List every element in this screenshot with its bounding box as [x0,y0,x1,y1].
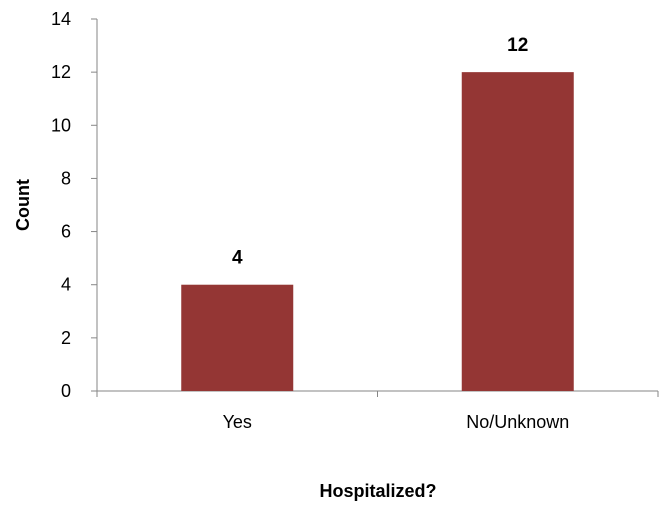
bar-no-unknown [461,72,574,392]
y-tick-label: 12 [51,62,71,82]
y-tick-label: 14 [51,9,71,29]
y-tick-label: 2 [61,328,71,348]
x-tick-label: Yes [223,412,252,432]
x-axis: Yes No/Unknown [96,390,659,432]
bar-yes [181,284,294,391]
y-axis-title: Count [13,179,33,231]
y-tick-label: 6 [61,222,71,242]
y-tick-label: 10 [51,115,71,135]
y-tick-label: 8 [61,168,71,188]
bars [181,72,574,392]
y-axis: 0 2 4 6 8 10 12 14 [51,9,98,401]
x-axis-title: Hospitalized? [319,481,436,501]
y-tick-label: 0 [61,381,71,401]
x-tick-label: No/Unknown [466,412,569,432]
data-labels: 4 12 [232,35,528,269]
bar-data-label: 4 [232,248,243,269]
y-tick-label: 4 [61,275,71,295]
bar-data-label: 12 [507,35,528,56]
